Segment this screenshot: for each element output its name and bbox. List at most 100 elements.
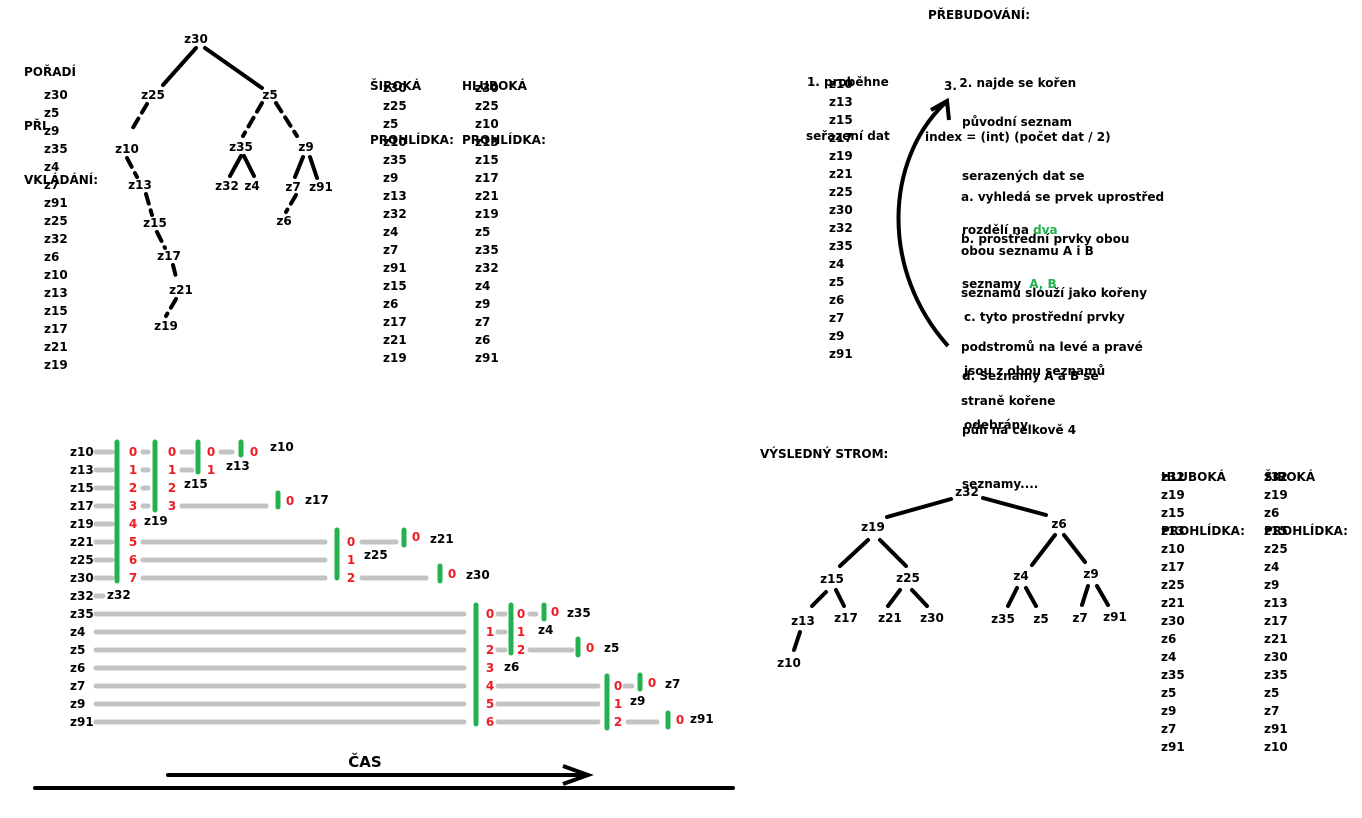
leaf-label: z21 [430, 532, 454, 546]
tree-edge [274, 101, 299, 138]
step-a: a. vyhledá se prvek uprostřed obou sezna… [961, 152, 1164, 278]
step3-dva: dva [1033, 223, 1058, 237]
insert-order-item: z13 [44, 286, 68, 300]
index-label: 6 [129, 553, 137, 567]
bfs-item: z25 [383, 99, 407, 113]
bfs-item: z9 [1264, 578, 1280, 592]
label-line: PŘI [24, 119, 47, 133]
step-d-line: d. Seznamy A a B se [962, 369, 1099, 383]
step-a-line: obou seznamu A i B [961, 244, 1094, 258]
tree-edge [125, 156, 139, 179]
index-label: 0 [648, 676, 656, 690]
index-label: 5 [486, 697, 494, 711]
process-row-label: z17 [70, 499, 94, 513]
insert-order-item: z17 [44, 322, 68, 336]
rebuild-arrow-head [930, 97, 951, 121]
leaf-label: z15 [184, 477, 208, 491]
insert-order-label: POŘADÍ PŘI VKLÁDÁNÍ: [24, 27, 98, 207]
result-title: VÝSLEDNÝ STROM: [760, 447, 889, 461]
dfs-item: z25 [1161, 578, 1185, 592]
index-label: 7 [129, 571, 137, 585]
index-label: 1 [347, 553, 355, 567]
step2-line: index = (int) (počet dat / 2) [925, 130, 1111, 144]
label-line: ŠIROKÁ [370, 79, 422, 93]
dfs-item: z10 [475, 117, 499, 131]
tree-edge [1030, 533, 1057, 567]
insert-order-item: z6 [44, 250, 60, 264]
step2: 2. najde se kořen index = (int) (počet d… [925, 38, 1111, 164]
step3-prefix: rozdělí na [962, 223, 1034, 237]
dfs-item: z91 [475, 351, 499, 365]
insert-order-item: z5 [44, 106, 60, 120]
leaf-label: z5 [604, 641, 619, 655]
dfs-item: z5 [475, 225, 491, 239]
dfs-item: z9 [475, 297, 491, 311]
dfs-item: z35 [1161, 668, 1185, 682]
bfs-item: z5 [1264, 686, 1280, 700]
insert-order-item: z32 [44, 232, 68, 246]
step-b-line: seznamů slouží jako kořeny [961, 286, 1148, 300]
tree-edge [885, 497, 953, 519]
tree-edge [161, 46, 198, 87]
dfs-item: z6 [1161, 632, 1177, 646]
bfs-item: z35 [383, 153, 407, 167]
label-line: PROHLÍDKA: [462, 133, 546, 147]
dfs-item: z9 [1161, 704, 1177, 718]
index-label: 2 [129, 481, 137, 495]
index-label: 0 [551, 605, 559, 619]
step3-ab: A, B [1029, 277, 1057, 291]
bfs-item: z21 [1264, 632, 1288, 646]
result-node: z91 [1103, 610, 1127, 624]
step-c-line: c. tyto prostřední prvky [964, 310, 1125, 324]
insert-order-item: z35 [44, 142, 68, 156]
dfs-item: z4 [1161, 650, 1177, 664]
dfs-item: z30 [475, 81, 499, 95]
process-bars [93, 439, 671, 731]
bfs-item: z19 [383, 351, 407, 365]
step-b-line: straně kořene [961, 394, 1056, 408]
step-d: d. Seznamy A a B se půlí na celkově 4 se… [962, 331, 1099, 511]
dfs-item: z13 [475, 135, 499, 149]
bfs-item: z17 [383, 315, 407, 329]
bfs-item: z4 [383, 225, 399, 239]
sorted-item: z10 [829, 77, 853, 91]
insert-order-item: z91 [44, 196, 68, 210]
leaf-label: z35 [567, 606, 591, 620]
bfs-item: z10 [383, 135, 407, 149]
label-line: VKLÁDÁNÍ: [24, 173, 99, 187]
tree1-node: z7 [285, 180, 300, 194]
sorted-item: z13 [829, 95, 853, 109]
process-row-label: z30 [70, 571, 94, 585]
step-b-line: b. prostřední prvky obou [961, 232, 1130, 246]
dfs-item: z35 [475, 243, 499, 257]
label-line: PROHLÍDKA: [1264, 524, 1348, 538]
dfs-item: z10 [1161, 542, 1185, 556]
index-label: 0 [586, 641, 594, 655]
bfs-item: z91 [1264, 722, 1288, 736]
step-b: b. prostřední prvky obou seznamů slouží … [961, 194, 1147, 428]
tree-edge [910, 588, 929, 608]
dfs-item: z17 [475, 171, 499, 185]
tree1-node: z17 [157, 249, 181, 263]
tree-edge [1006, 586, 1019, 608]
index-label: 3 [129, 499, 137, 513]
tree-edge [241, 101, 264, 138]
tree1-node: z35 [229, 140, 253, 154]
result-node: z17 [834, 611, 858, 625]
label-line: PROHLÍDKA: [1161, 524, 1245, 538]
index-label: 1 [486, 625, 494, 639]
insert-order-item: z25 [44, 214, 68, 228]
tree-edge [293, 155, 305, 179]
bfs-label-1: ŠIROKÁ PROHLÍDKA: [370, 41, 454, 167]
dfs-item: z15 [475, 153, 499, 167]
tree-edge [155, 230, 167, 250]
result-node: z25 [896, 571, 920, 585]
result-node: z30 [920, 611, 944, 625]
index-label: 1 [517, 625, 525, 639]
tree1-node: z15 [143, 216, 167, 230]
tree-edge [1024, 586, 1038, 608]
tree1-node: z13 [128, 178, 152, 192]
step1-line: 1. proběhne [806, 75, 889, 89]
process-row-label: z7 [70, 679, 85, 693]
tree-edge [878, 538, 908, 568]
